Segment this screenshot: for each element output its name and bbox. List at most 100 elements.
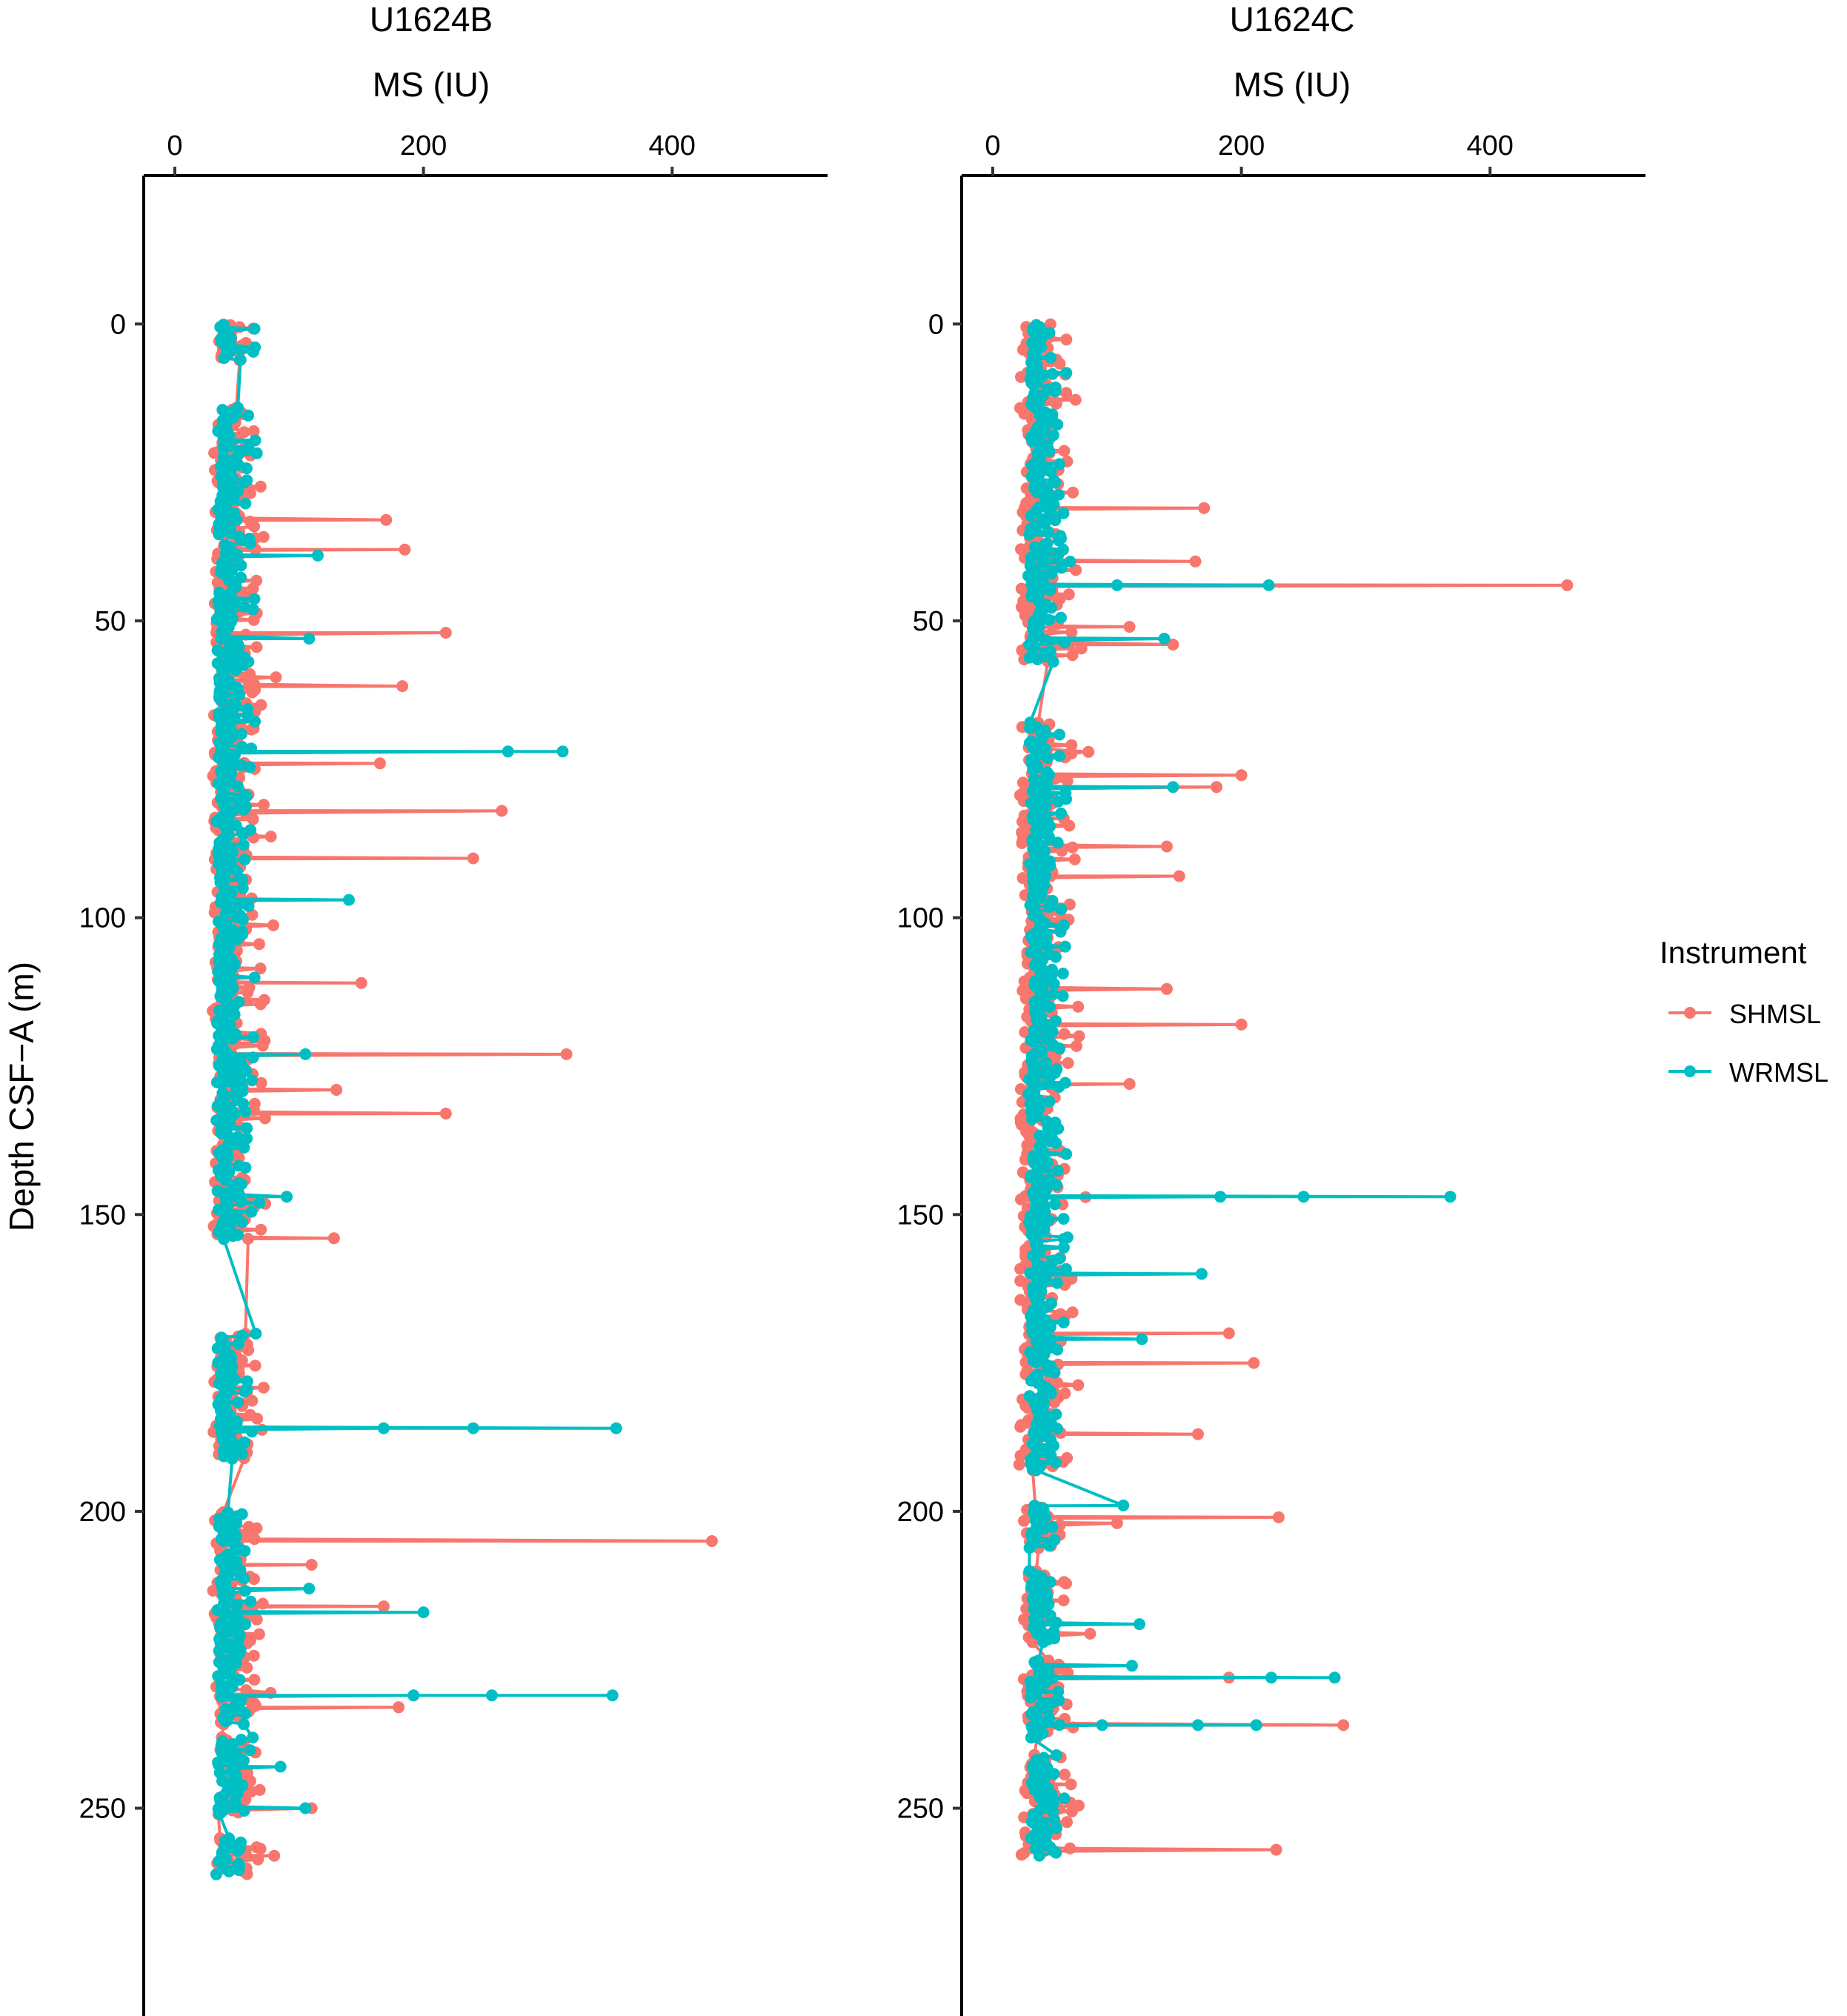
data-point: [1062, 1057, 1074, 1069]
data-point: [239, 1545, 251, 1557]
data-point: [1111, 1517, 1123, 1529]
data-point: [560, 1048, 573, 1060]
data-point: [1052, 795, 1065, 808]
data-point: [1064, 556, 1076, 568]
data-point: [1042, 1715, 1054, 1727]
data-point: [439, 1108, 452, 1120]
x-tick-label: 400: [649, 130, 696, 162]
legend: Instrument SHMSL WRMSL: [1660, 935, 1828, 1088]
data-point: [1272, 1511, 1285, 1523]
data-point: [240, 1684, 253, 1697]
data-point: [355, 977, 367, 989]
data-point: [467, 852, 479, 865]
data-point: [342, 894, 355, 906]
data-point: [232, 449, 244, 462]
data-point: [1048, 1696, 1060, 1709]
data-point: [1039, 634, 1052, 647]
y-tick-label: 200: [897, 1497, 944, 1528]
y-tick-label: 0: [110, 309, 126, 340]
data-point: [226, 472, 239, 485]
data-point: [230, 664, 242, 676]
data-point: [1072, 1000, 1085, 1013]
data-point: [238, 1718, 250, 1731]
data-point: [217, 1068, 230, 1080]
data-point: [1066, 1306, 1079, 1319]
data-point: [255, 1077, 267, 1089]
data-point: [228, 1008, 241, 1021]
data-point: [249, 715, 262, 728]
data-point: [393, 1701, 405, 1714]
data-point: [1059, 940, 1071, 953]
data-point: [1049, 514, 1062, 527]
data-point: [1040, 1057, 1053, 1069]
data-point: [1222, 1327, 1235, 1340]
data-point: [1117, 1499, 1130, 1511]
data-point: [1042, 752, 1054, 765]
data-point: [1045, 602, 1057, 614]
data-point: [241, 1132, 253, 1145]
series-line-wrmsl: [215, 323, 618, 1876]
data-point: [1026, 1113, 1038, 1125]
data-point: [248, 322, 261, 335]
data-point: [215, 695, 227, 707]
series-line-shmsl: [211, 323, 713, 1876]
data-point: [223, 1865, 236, 1877]
data-point: [1065, 739, 1078, 751]
data-point: [1052, 534, 1065, 547]
data-point: [1023, 528, 1036, 541]
data-point: [1054, 357, 1066, 370]
legend-marker-wrmsl: [1684, 1065, 1696, 1077]
data-point: [1068, 853, 1081, 865]
data-point: [247, 582, 259, 595]
data-point: [248, 520, 260, 533]
data-point: [1262, 579, 1275, 591]
data-point: [1057, 1241, 1070, 1254]
data-point: [232, 1396, 244, 1408]
data-point: [250, 1613, 263, 1626]
data-point: [1063, 819, 1076, 832]
series-line-wrmsl: [1027, 323, 1452, 1857]
data-point: [1043, 1095, 1056, 1108]
data-point: [219, 1174, 232, 1187]
data-point: [1051, 1749, 1062, 1761]
data-point: [247, 1731, 259, 1744]
data-point: [1073, 1030, 1085, 1042]
data-point: [241, 1122, 253, 1134]
legend-item-wrmsl: WRMSL: [1668, 1057, 1828, 1088]
data-point: [1235, 769, 1248, 782]
data-point: [1031, 653, 1044, 665]
data-point: [238, 1572, 250, 1585]
data-point: [226, 1452, 239, 1465]
data-point: [233, 1337, 244, 1350]
data-point: [253, 1628, 265, 1640]
data-point: [1057, 1594, 1070, 1606]
data-point: [1048, 1768, 1060, 1780]
data-point: [213, 1808, 226, 1820]
data-point: [1058, 1233, 1070, 1245]
data-point: [1096, 1719, 1108, 1731]
data-point: [1066, 841, 1079, 854]
data-point: [236, 740, 248, 753]
data-point: [1033, 1849, 1045, 1862]
data-point: [248, 1674, 261, 1686]
data-point: [1062, 588, 1075, 601]
data-point: [1060, 1577, 1072, 1590]
data-point: [1054, 728, 1065, 741]
plot-area: [1013, 318, 1574, 1862]
data-point: [256, 1039, 269, 1052]
data-point: [1025, 1731, 1037, 1744]
data-point: [1055, 611, 1067, 624]
data-point: [1051, 1179, 1063, 1191]
data-point: [239, 1436, 251, 1448]
data-point: [247, 1649, 260, 1662]
data-point: [230, 513, 243, 526]
data-point: [305, 1559, 318, 1571]
data-point: [241, 1661, 253, 1674]
data-point: [218, 1233, 230, 1245]
data-point: [1067, 486, 1079, 499]
data-point: [1059, 1769, 1071, 1781]
data-point: [226, 1420, 239, 1433]
data-point: [244, 1744, 256, 1757]
data-point: [253, 1197, 266, 1209]
data-point: [330, 1084, 343, 1096]
